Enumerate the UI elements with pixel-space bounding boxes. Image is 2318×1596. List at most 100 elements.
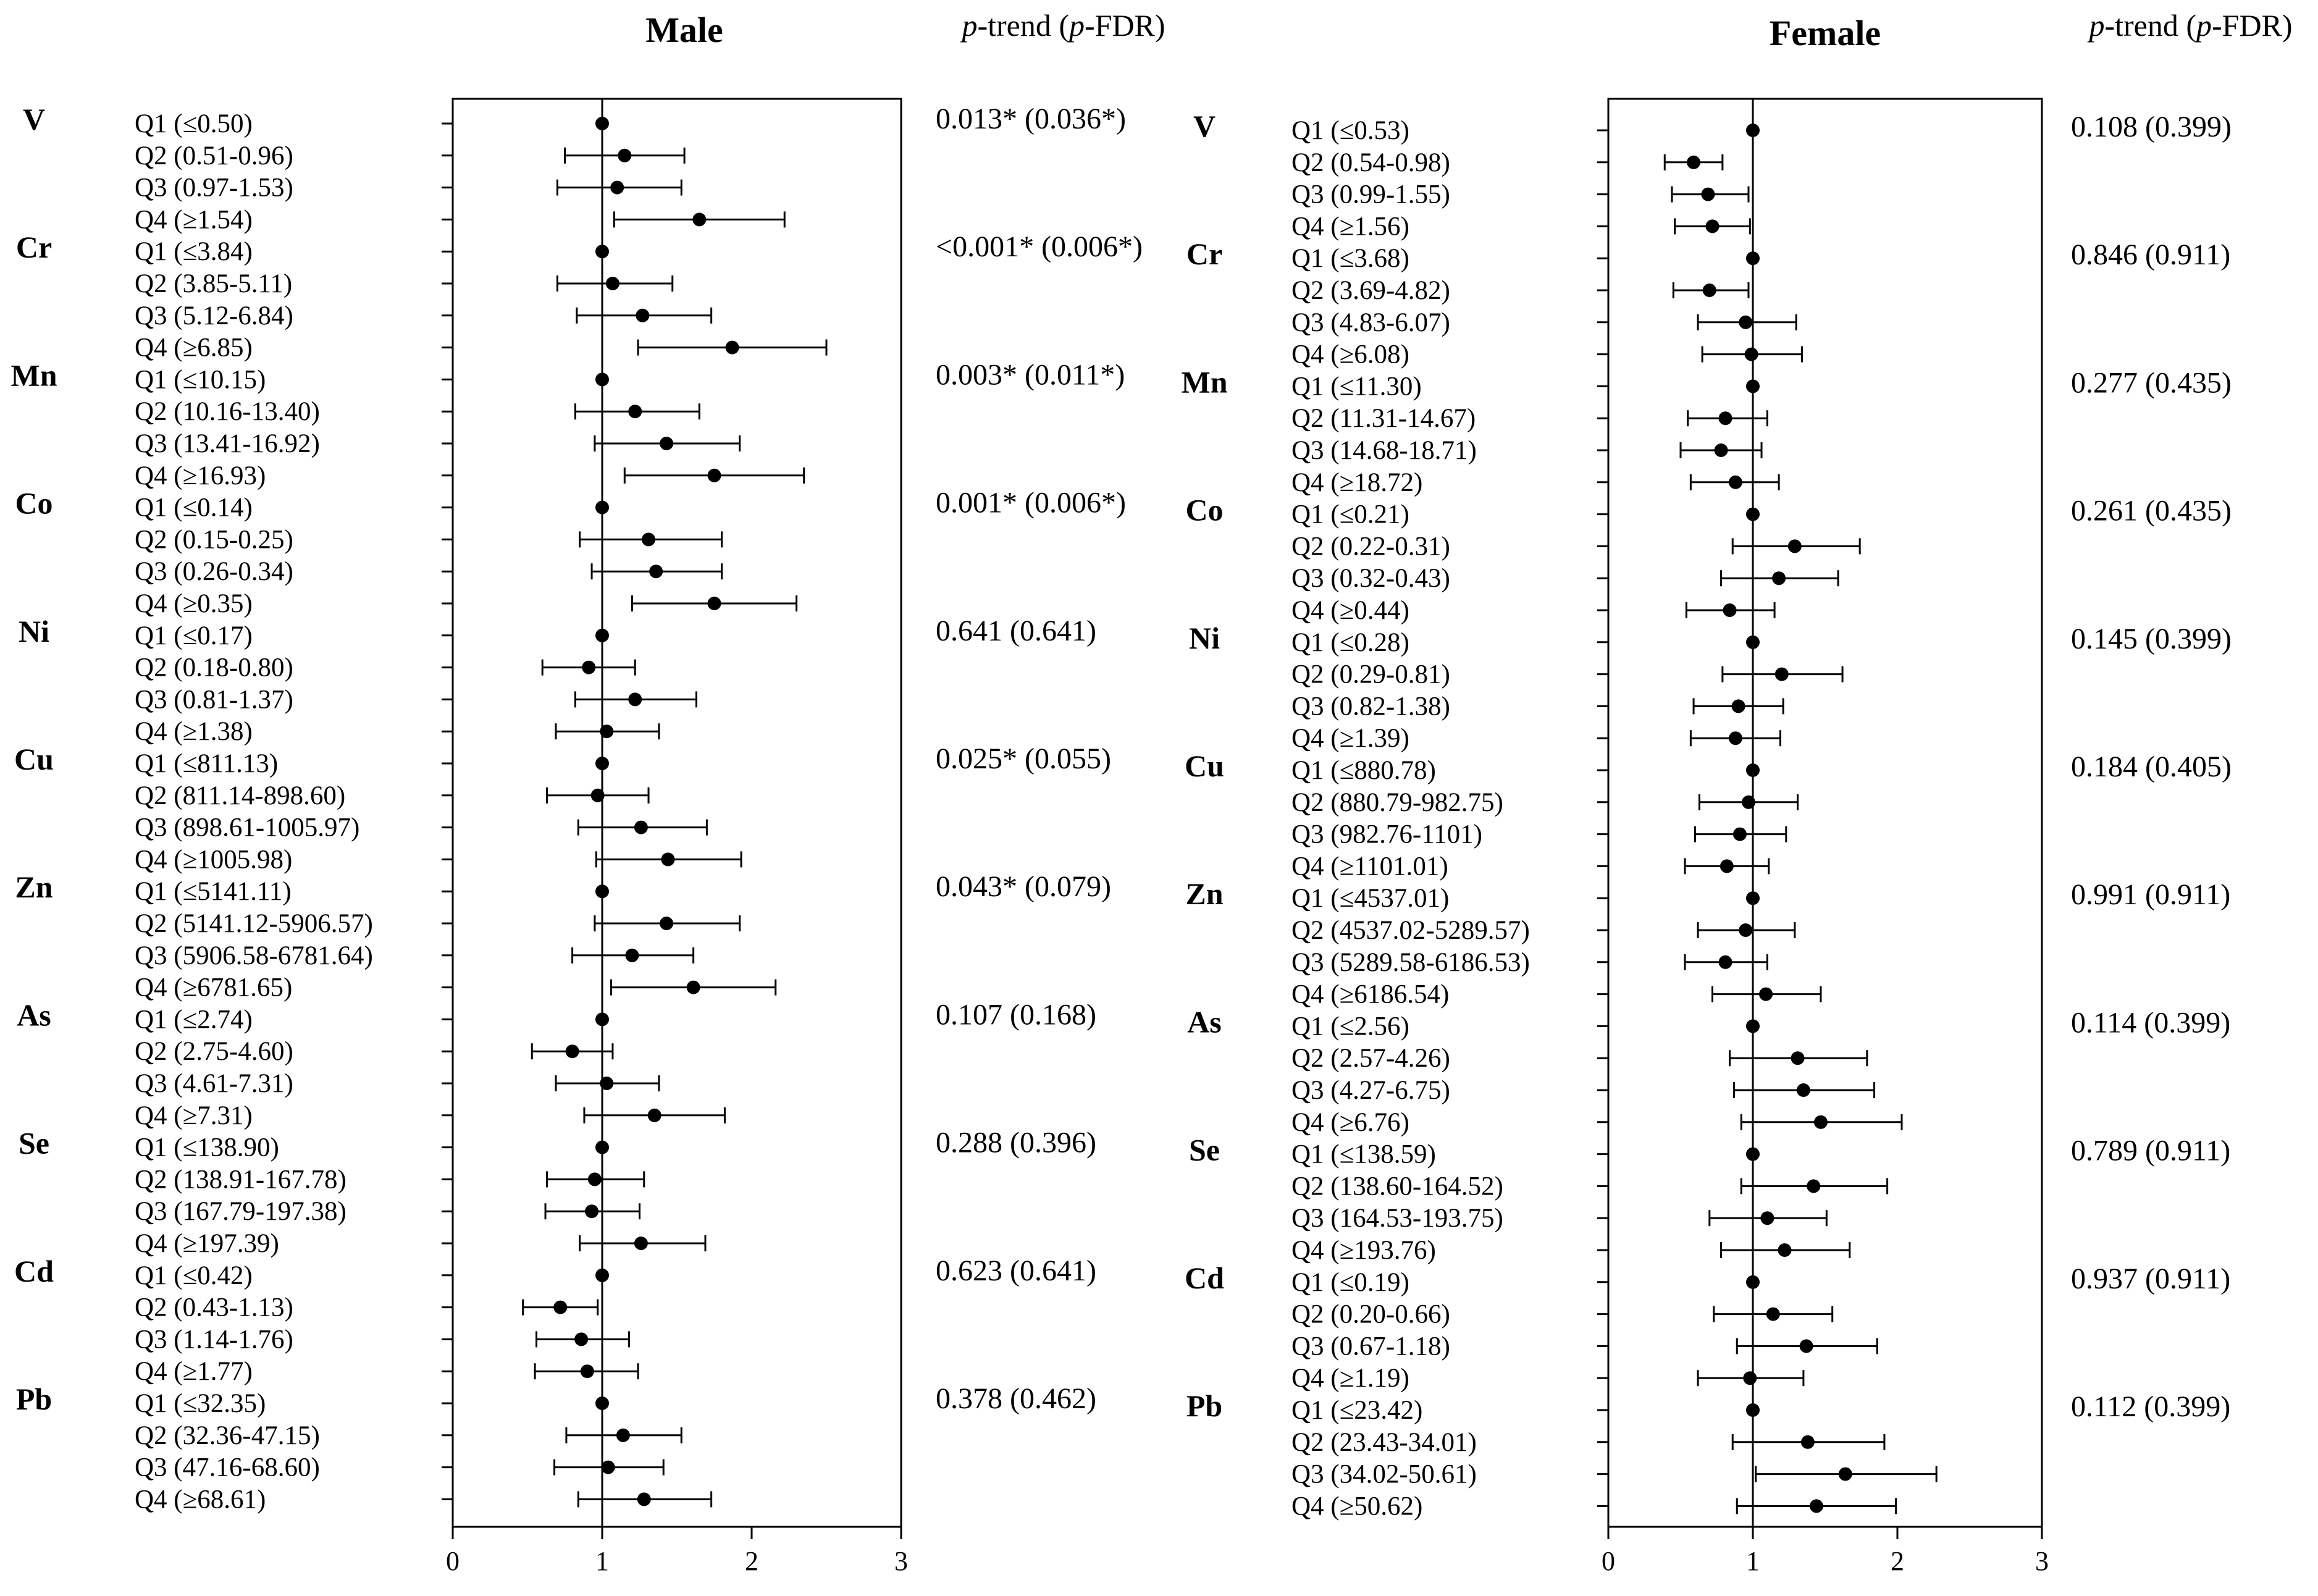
female-quartile-label: Q4 (≥18.72) [1291,468,1422,497]
female-point-estimate [1718,955,1732,969]
male-quartile-label: Q2 (0.43-1.13) [135,1293,293,1322]
male-metal-label: V [23,102,45,136]
female-p-trend-value: 0.277 (0.435) [2071,366,2232,399]
male-p-trend-value: 0.013* (0.036*) [936,103,1126,135]
male-quartile-label: Q4 (≥1005.98) [135,845,292,874]
male-metal-label: Co [15,486,52,521]
female-quartile-label: Q1 (≤3.68) [1291,244,1409,273]
female-point-estimate [1809,1499,1823,1513]
female-p-trend-value: 0.108 (0.399) [2071,111,2232,143]
female-quartile-label: Q1 (≤2.56) [1291,1012,1409,1041]
female-metal-label: Cr [1186,237,1222,271]
male-point-estimate [634,1237,648,1250]
female-metal-label: Cu [1185,749,1224,783]
female-quartile-label: Q2 (0.29-0.81) [1291,660,1450,689]
male-quartile-label: Q2 (5141.12-5906.57) [135,909,373,938]
male-quartile-label: Q1 (≤10.15) [135,365,266,394]
male-point-estimate [649,565,663,579]
female-point-estimate [1746,124,1760,137]
female-point-estimate [1702,284,1716,297]
male-point-estimate [636,308,650,322]
male-point-estimate [725,340,739,355]
female-p-trend-header-part: p [2087,8,2104,43]
male-quartile-label: Q2 (3.85-5.11) [135,269,292,298]
male-quartile-label: Q4 (≥1.38) [135,717,253,746]
female-point-estimate [1746,1275,1760,1289]
male-point-estimate [595,757,609,770]
female-metal-label: Cd [1185,1261,1224,1295]
male-panel-title: Male [645,10,723,50]
male-metal-label: Ni [19,614,49,649]
male-x-tick-label: 2 [745,1546,758,1576]
female-point-estimate [1728,731,1742,746]
male-point-estimate [553,1300,568,1314]
female-point-estimate [1723,603,1737,617]
male-point-estimate [642,532,656,547]
male-quartile-label: Q2 (0.15-0.25) [135,525,293,554]
female-quartile-label: Q3 (0.99-1.55) [1291,180,1450,209]
female-point-estimate [1746,635,1760,649]
female-metal-label: Se [1189,1133,1220,1167]
female-point-estimate [1746,251,1760,266]
female-point-estimate [1714,443,1728,457]
male-point-estimate [628,405,642,419]
male-metal-label: Cd [14,1254,54,1288]
male-quartile-label: Q1 (≤0.17) [135,621,253,650]
male-point-estimate [616,1428,630,1442]
female-quartile-label: Q1 (≤0.21) [1291,500,1409,529]
female-quartile-label: Q4 (≥6186.54) [1291,980,1449,1009]
female-p-trend-value: 0.184 (0.405) [2071,750,2232,783]
male-point-estimate [595,117,609,130]
male-point-estimate [707,597,721,610]
male-point-estimate [661,852,675,867]
male-metal-label: Cr [16,230,52,264]
male-quartile-label: Q4 (≥6781.65) [135,973,292,1002]
female-point-estimate [1731,699,1745,713]
male-quartile-label: Q3 (898.61-1005.97) [135,813,359,842]
female-point-estimate [1705,219,1720,233]
male-metal-label: Pb [16,1382,52,1416]
female-point-estimate [1744,347,1758,361]
female-point-estimate [1701,187,1715,201]
female-metal-label: As [1187,1004,1222,1039]
male-point-estimate [692,212,707,227]
female-quartile-label: Q2 (23.43-34.01) [1291,1428,1477,1457]
male-point-estimate [637,1492,651,1506]
male-p-trend-value: 0.025* (0.055) [936,742,1111,775]
female-p-trend-value: 0.112 (0.399) [2071,1390,2230,1423]
male-point-estimate [660,917,674,930]
female-quartile-label: Q1 (≤23.42) [1291,1396,1422,1425]
female-quartile-label: Q3 (0.82-1.38) [1291,692,1450,721]
male-point-estimate [595,372,609,387]
female-quartile-label: Q1 (≤880.78) [1291,756,1436,785]
female-quartile-label: Q2 (0.54-0.98) [1291,148,1450,177]
male-x-tick-label: 1 [595,1546,609,1576]
male-metal-label: Mn [11,358,57,392]
male-p-trend-header-part: p [960,8,977,43]
male-quartile-label: Q1 (≤0.50) [135,109,253,138]
female-p-trend-header: p-trend (p-FDR) [2087,8,2292,43]
male-metal-label: Se [19,1126,49,1161]
male-point-estimate [580,1364,594,1379]
female-quartile-label: Q1 (≤4537.01) [1291,884,1449,913]
female-point-estimate [1772,571,1786,586]
male-point-estimate [595,628,609,642]
male-p-trend-value: 0.003* (0.011*) [936,358,1125,391]
female-point-estimate [1739,923,1753,937]
male-quartile-label: Q4 (≥7.31) [135,1101,253,1130]
male-quartile-label: Q4 (≥197.39) [135,1229,279,1258]
female-point-estimate [1760,1211,1774,1225]
female-quartile-label: Q1 (≤0.19) [1291,1268,1409,1297]
male-quartile-label: Q4 (≥1.77) [135,1357,253,1386]
male-point-estimate [634,820,648,834]
female-quartile-label: Q4 (≥6.76) [1291,1108,1409,1137]
male-point-estimate [590,788,605,802]
female-quartile-label: Q3 (0.67-1.18) [1291,1332,1450,1361]
female-metal-label: Co [1185,493,1223,527]
female-panel-title: Female [1770,13,1881,53]
male-p-trend-value: 0.107 (0.168) [936,998,1096,1031]
male-quartile-label: Q2 (32.36-47.15) [135,1421,320,1450]
female-point-estimate [1728,475,1742,489]
male-quartile-label: Q1 (≤3.84) [135,237,253,266]
